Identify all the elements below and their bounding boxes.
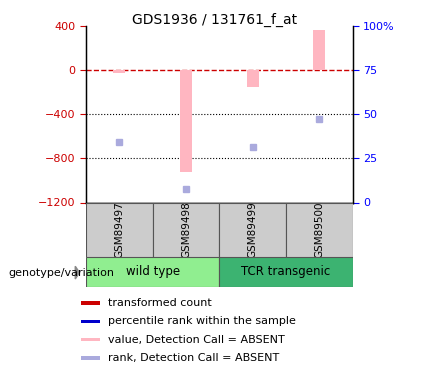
Bar — [81, 320, 100, 323]
Bar — [247, 70, 258, 87]
Bar — [86, 202, 153, 257]
Bar — [286, 202, 353, 257]
Bar — [81, 302, 100, 305]
Text: GSM89500: GSM89500 — [314, 201, 324, 258]
Text: transformed count: transformed count — [108, 298, 212, 308]
Polygon shape — [75, 266, 80, 279]
Bar — [114, 70, 125, 72]
Bar — [219, 257, 353, 287]
Bar — [153, 202, 219, 257]
Text: percentile rank within the sample: percentile rank within the sample — [108, 316, 296, 326]
Bar — [313, 30, 325, 70]
Bar — [81, 338, 100, 341]
Bar — [86, 257, 219, 287]
Text: TCR transgenic: TCR transgenic — [241, 266, 331, 278]
Bar — [180, 70, 192, 172]
Text: value, Detection Call = ABSENT: value, Detection Call = ABSENT — [108, 334, 285, 345]
Bar — [81, 356, 100, 360]
Text: wild type: wild type — [126, 266, 180, 278]
Bar — [219, 202, 286, 257]
Text: rank, Detection Call = ABSENT: rank, Detection Call = ABSENT — [108, 352, 280, 363]
Text: GSM89497: GSM89497 — [114, 201, 124, 258]
Text: GDS1936 / 131761_f_at: GDS1936 / 131761_f_at — [132, 13, 298, 27]
Text: genotype/variation: genotype/variation — [9, 268, 115, 278]
Text: GSM89499: GSM89499 — [248, 201, 258, 258]
Text: GSM89498: GSM89498 — [181, 201, 191, 258]
